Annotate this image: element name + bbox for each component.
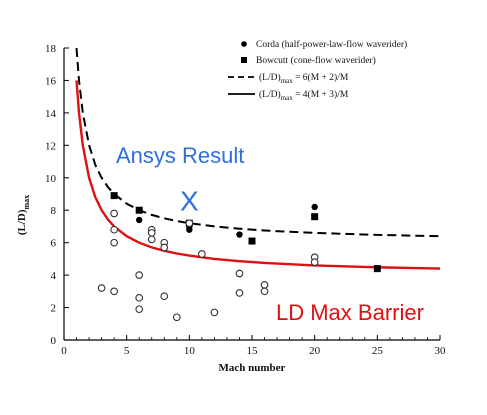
open-circle-point	[110, 287, 118, 296]
open-circle-point	[310, 258, 319, 266]
open-circle-point	[198, 250, 206, 258]
y-tick-label: 14	[45, 108, 57, 120]
y-tick-label: 18	[45, 43, 57, 55]
open-circle-point	[235, 269, 244, 278]
open-circle-point	[135, 293, 144, 302]
open-circle-point	[260, 280, 269, 289]
open-circle-point	[185, 219, 194, 228]
dashed-curve	[75, 47, 441, 238]
legend-label: Corda (half-power-law-flow waverider)	[256, 39, 407, 50]
open-circle-point	[260, 287, 269, 296]
x-axis-label: Mach number	[219, 362, 286, 374]
x-tick-label: 5	[124, 345, 130, 357]
open-circle-point	[110, 225, 118, 234]
filled-circle-point	[186, 226, 193, 233]
filled-square-point	[311, 213, 319, 221]
open-circle-point	[235, 289, 244, 297]
legend-label: (L/D)max = 4(M + 3)/M	[259, 89, 349, 102]
filled-circle-point	[311, 203, 318, 211]
open-circle-point	[135, 305, 144, 314]
x-tick-label: 15	[247, 345, 259, 357]
x-tick-label: 20	[309, 345, 321, 357]
ld-max-barrier-annotation: LD Max Barrier	[276, 300, 424, 325]
legend: Corda (half-power-law-flow waverider) Bo…	[228, 39, 407, 102]
axes	[63, 48, 440, 341]
open-circle-point	[110, 209, 118, 218]
filled-square-point	[135, 206, 143, 214]
open-circle-point	[172, 313, 181, 322]
y-tick-label: 0	[51, 335, 57, 347]
x-tick-label: 30	[435, 345, 447, 357]
legend-label: Bowcutt (cone-flow waverider)	[256, 55, 376, 66]
open-circle-point	[110, 238, 118, 247]
legend-label-subscript: max	[281, 77, 294, 85]
y-tick-label: 2	[51, 303, 57, 315]
y-axis-label-subscript: max	[22, 195, 31, 210]
open-circle-point	[160, 292, 169, 301]
open-circle-point	[135, 271, 144, 279]
y-tick-label: 16	[45, 75, 57, 87]
open-circle-point	[147, 229, 156, 237]
x-tick-label: 0	[61, 345, 67, 357]
open-circle-point	[210, 308, 219, 317]
legend-filled-circle-marker	[241, 41, 247, 47]
ansys-result-x-marker: X	[180, 185, 199, 216]
data-points	[97, 192, 381, 322]
filled-circle-point	[136, 216, 143, 224]
x-tick-label: 25	[372, 345, 384, 357]
open-circle-point	[97, 284, 106, 292]
ansys-result-annotation: Ansys Result	[116, 143, 244, 168]
filled-circle-point	[236, 231, 243, 238]
filled-square-point	[110, 192, 118, 200]
y-tick-label: 10	[45, 173, 57, 185]
y-tick-label: 8	[51, 205, 57, 217]
ticks: 0 5 10 15 20 25 30 0 2 4 6 8 10 12 14 16 18	[45, 43, 446, 357]
solid-curve	[75, 80, 441, 270]
open-circle-point	[147, 235, 156, 244]
filled-square-point	[373, 265, 381, 273]
y-tick-label: 6	[51, 238, 57, 250]
open-circle-point	[160, 243, 169, 252]
y-tick-label: 4	[51, 270, 57, 282]
legend-filled-square-marker	[241, 57, 247, 63]
legend-label: (L/D)max = 6(M + 2)/M	[259, 72, 349, 85]
y-axis-label: (L/D)max	[16, 195, 31, 235]
y-tick-label: 12	[45, 140, 56, 152]
filled-square-point	[248, 237, 256, 245]
legend-label-subscript: max	[281, 94, 294, 102]
x-tick-label: 10	[184, 345, 196, 357]
